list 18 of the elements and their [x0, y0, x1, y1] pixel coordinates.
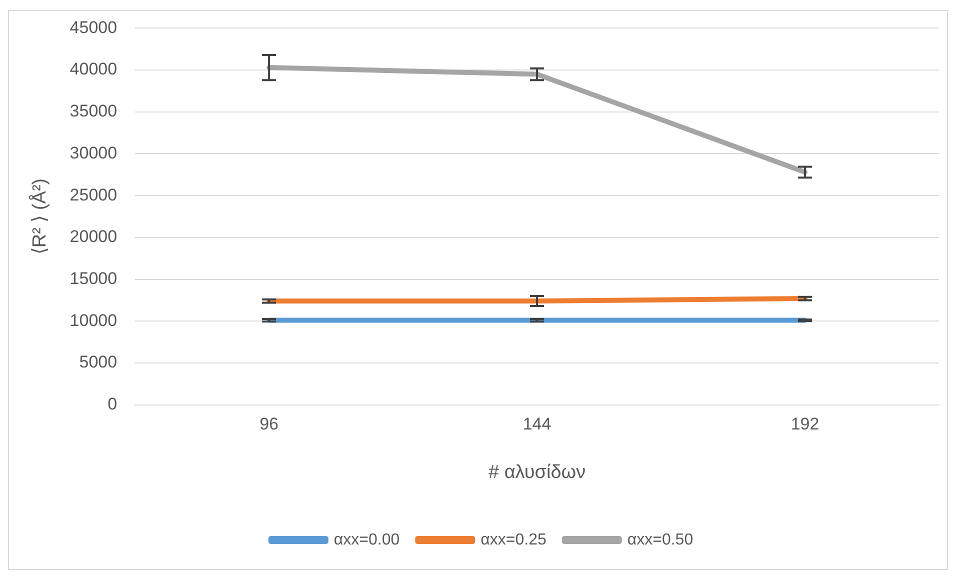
- y-tick-label: 35000: [70, 102, 118, 121]
- y-tick-label: 20000: [70, 227, 118, 246]
- y-tick-label: 15000: [70, 268, 118, 288]
- y-tick-label: 40000: [70, 60, 118, 79]
- y-tick-label: 0: [108, 394, 118, 414]
- x-tick-label: 96: [260, 414, 279, 434]
- legend-label: αxx=0.00: [334, 531, 400, 548]
- y-tick-label: 45000: [70, 18, 118, 37]
- x-tick-label: 192: [790, 414, 820, 434]
- x-tick-label: 144: [522, 414, 552, 434]
- y-axis-title: ⟨R² ⟩ (Å²): [28, 178, 51, 255]
- y-tick-label: 10000: [70, 310, 118, 330]
- x-axis-title: # αλυσίδων: [488, 462, 586, 483]
- y-tick-label: 5000: [79, 352, 118, 372]
- legend-label: αxx=0.50: [627, 531, 694, 548]
- y-tick-label: 30000: [70, 143, 118, 162]
- legend-label: αxx=0.25: [480, 531, 546, 548]
- y-tick-label: 25000: [70, 185, 118, 204]
